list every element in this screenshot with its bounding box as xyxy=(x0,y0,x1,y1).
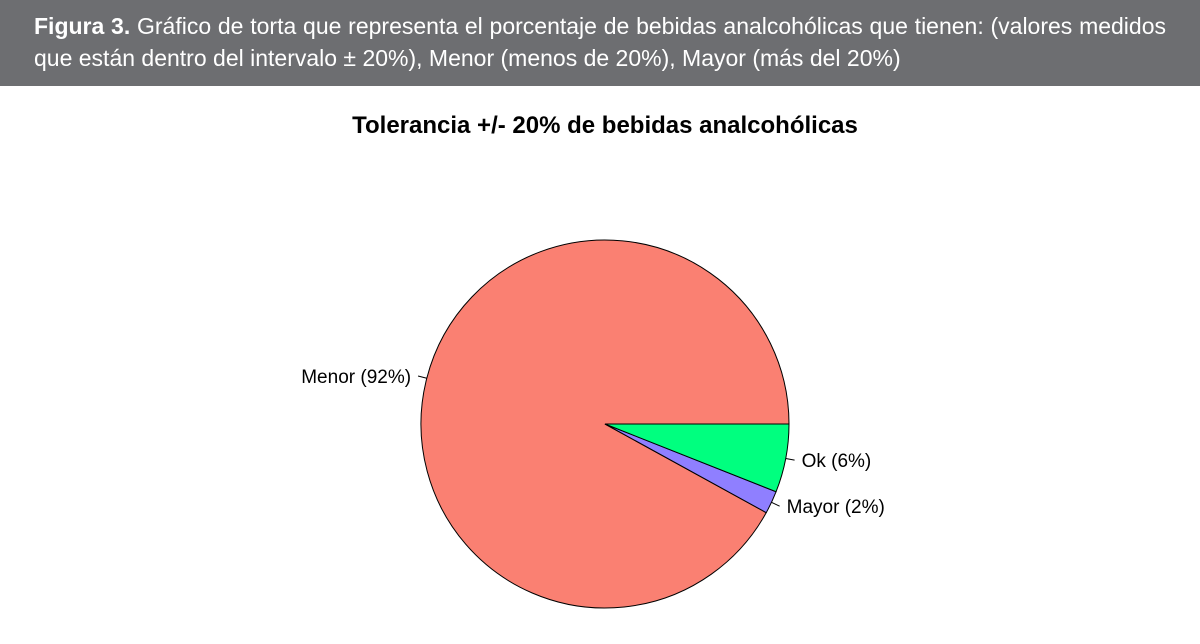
pie-label-2: Ok (6%) xyxy=(802,451,872,472)
pie-label-1: Mayor (2%) xyxy=(787,497,885,518)
pie-label-0: Menor (92%) xyxy=(301,367,411,388)
caption-text: Gráfico de torta que representa el porce… xyxy=(34,13,1167,71)
pie-labels: Menor (92%) Mayor (2%) Ok (6%) xyxy=(301,367,885,518)
pie-label-tick-2 xyxy=(785,457,795,461)
pie-chart: Tolerancia +/- 20% de bebidas analcohóli… xyxy=(301,112,885,609)
caption-label: Figura 3. xyxy=(34,13,131,39)
chart-title: Tolerancia +/- 20% de bebidas analcohóli… xyxy=(352,112,858,139)
figure-caption: Figura 3. Gráfico de torta que represent… xyxy=(0,0,1200,86)
pie-slice-2 xyxy=(604,423,790,493)
chart-area: Tolerancia +/- 20% de bebidas analcohóli… xyxy=(0,86,1200,640)
pie-label-tick-1 xyxy=(771,501,780,507)
pie-label-tick-0 xyxy=(417,375,427,379)
pie-slices xyxy=(420,239,790,609)
